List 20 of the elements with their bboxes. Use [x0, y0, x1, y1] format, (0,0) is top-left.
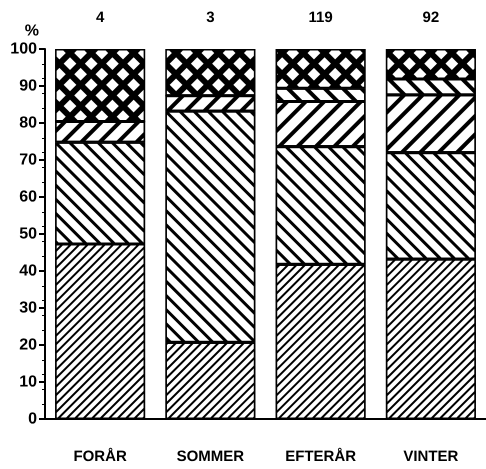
y-tick-label: 0 — [28, 410, 38, 428]
y-tick-label: 50 — [19, 226, 38, 242]
text: 92 — [422, 9, 440, 26]
y-tick-label: 100 — [10, 40, 38, 58]
y-axis-title: % — [24, 22, 39, 40]
text: 119 — [308, 9, 333, 26]
y-tick-label: 40 — [19, 262, 38, 280]
x-tick-label: EFTERÅR — [285, 447, 356, 465]
y-tick-label: 10 — [19, 374, 38, 390]
y-tick-label: 70 — [19, 152, 38, 168]
y-tick-label: 90 — [19, 78, 38, 94]
text: 4 — [96, 9, 105, 26]
x-tick-label: VINTER — [403, 448, 459, 465]
x-tick-label: SOMMER — [176, 448, 244, 465]
y-tick-label: 30 — [19, 300, 38, 316]
y-tick-label: 20 — [19, 336, 38, 354]
y-tick-label: 60 — [19, 188, 38, 206]
text: 3 — [206, 9, 215, 26]
x-tick-label: FORÅR — [73, 447, 127, 465]
y-tick-label: 80 — [19, 114, 38, 132]
